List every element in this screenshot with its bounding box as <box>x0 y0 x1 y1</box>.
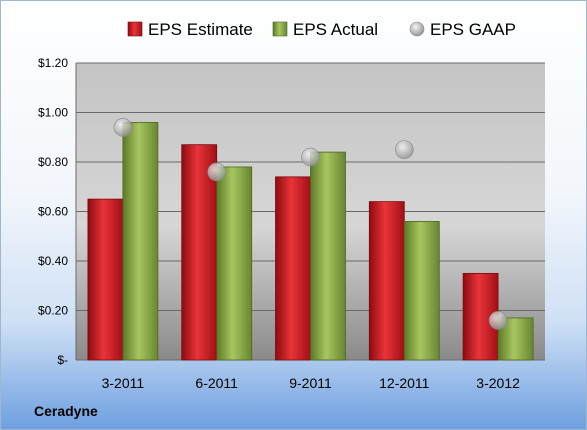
point-eps-gaap <box>113 118 133 137</box>
y-tick-label: $1.20 <box>38 56 68 70</box>
y-tick-label: $- <box>57 353 68 367</box>
y-tick-label: $0.40 <box>38 254 68 268</box>
bar-eps-estimate <box>368 201 405 361</box>
bars <box>87 122 534 361</box>
legend-marker-eps-gaap <box>409 21 425 37</box>
bar-eps-actual <box>310 151 346 361</box>
x-category-label: 9-2011 <box>289 375 332 391</box>
y-tick-label: $0.60 <box>38 205 68 219</box>
point-eps-gaap <box>394 140 414 159</box>
bar-eps-estimate <box>87 198 124 361</box>
gaap-points <box>113 118 508 330</box>
legend-label: EPS GAAP <box>430 20 516 39</box>
bar-eps-estimate <box>275 176 311 361</box>
bar-eps-actual <box>122 122 159 361</box>
bar-eps-estimate <box>181 144 218 361</box>
legend-marker-eps-actual <box>272 21 288 37</box>
x-category-label: 3-2012 <box>476 375 520 391</box>
bar-eps-actual <box>403 220 440 361</box>
y-tick-label: $0.80 <box>38 155 68 169</box>
point-eps-gaap <box>488 311 508 330</box>
bar-eps-actual <box>216 166 253 361</box>
x-category-label: 12-2011 <box>379 375 430 391</box>
company-name: Ceradyne <box>34 403 98 419</box>
x-axis-categories: 3-2011 6-2011 9-2011 12-2011 3-2012 <box>102 375 520 391</box>
point-eps-gaap <box>301 147 320 167</box>
legend-label: EPS Estimate <box>148 20 253 39</box>
y-tick-label: $1.00 <box>38 106 68 120</box>
point-eps-gaap <box>207 162 226 182</box>
y-tick-label: $0.20 <box>38 304 68 318</box>
legend-marker-eps-estimate <box>127 21 143 37</box>
y-axis-ticks: $- $0.20 $0.40 $0.60 $0.80 $1.00 $1.20 <box>38 56 68 367</box>
legend-label: EPS Actual <box>293 20 378 39</box>
legend: EPS Estimate EPS Actual EPS GAAP <box>127 20 516 39</box>
x-category-label: 6-2011 <box>195 375 238 391</box>
x-category-label: 3-2011 <box>102 375 145 391</box>
